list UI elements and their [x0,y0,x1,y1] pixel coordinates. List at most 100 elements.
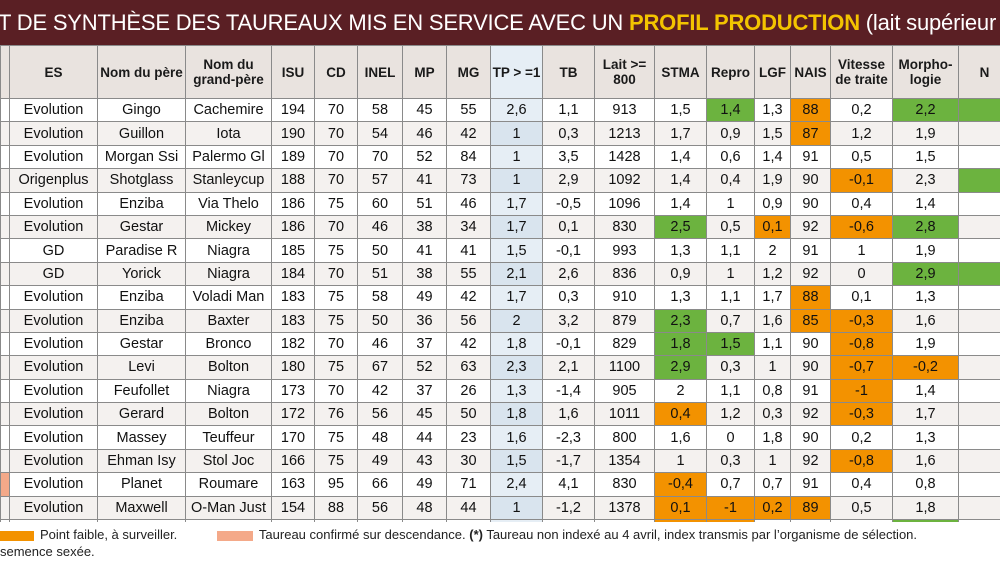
cell-morphologie: 0,8 [892,472,959,497]
cell-pere: Paradise R [97,238,186,263]
cell-inel: 56 [357,402,403,427]
cell-pere: Planet [97,472,186,497]
table-row: Evolution Levi Bolton 180 75 67 52 63 2,3 2,1 1100… [0,355,1000,380]
cell-mp: 36 [402,308,447,333]
cell-cd: 70 [314,121,358,146]
cell-pere: Enziba [97,285,186,310]
cell-nais: 92 [790,402,831,427]
cell-lgf: 2 [754,238,791,263]
cell-inel: 66 [357,472,403,497]
cell-repro: 1,4 [706,97,755,123]
cell-tp: 2,1 [490,261,543,287]
cell-pere: Massey [97,425,186,450]
table-row: Evolution Gerard Bolton 172 76 56 45 50 1,8 1,6 10… [0,402,1000,427]
cell-mp: 37 [402,331,447,357]
cell-vitesse-traite: -0,8 [830,331,893,357]
cell-isu: 173 [271,378,315,404]
cell-tp: 1 [490,168,543,193]
bulls-table: ES Nom du père Nom du grand-père ISU CD I… [0,45,1000,544]
table-row: Evolution Morgan Ssi Palermo Gl 189 70 70 52 84… [0,144,1000,170]
cell-nais: 90 [790,425,831,450]
legend-note-text: Taureau non indexé au 4 avril, index tra… [482,527,918,542]
cell-lait: 1096 [594,191,655,216]
cell-tb: 3,2 [542,308,595,333]
cell-vitesse-traite: -0,6 [830,214,893,240]
cell-lait: 1378 [594,495,655,521]
cell-lait: 800 [594,425,655,450]
cell-inel: 46 [357,214,403,240]
cell-last [958,472,1000,497]
cell-isu: 194 [271,97,315,123]
cell-isu: 166 [271,448,315,474]
cell-tb: -0,1 [542,331,595,357]
table-row: Evolution Planet Roumare 163 95 66 49 71 2,4 4,1 8… [0,472,1000,497]
cell-grand-pere: Niagra [185,261,272,287]
cell-inel: 67 [357,355,403,380]
cell-cd: 76 [314,402,358,427]
cell-es: Evolution [9,448,98,474]
cell-tb: 0,3 [542,121,595,146]
cell-mg: 42 [446,331,491,357]
cell-mp: 37 [402,378,447,404]
cell-stma: 1,6 [654,425,707,450]
cell-mg: 42 [446,285,491,310]
cell-last [958,495,1000,521]
cell-mg: 55 [446,261,491,287]
cell-lait: 830 [594,472,655,497]
cell-tp: 1,7 [490,191,543,216]
cell-tb: 2,6 [542,261,595,287]
cell-mp: 45 [402,97,447,123]
cell-repro: 1 [706,261,755,287]
cell-lgf: 1,3 [754,97,791,123]
cell-es: Evolution [9,285,98,310]
cell-pere: Ehman Isy [97,448,186,474]
cell-mg: 55 [446,97,491,123]
cell-grand-pere: Iota [185,121,272,146]
cell-repro: 0,7 [706,308,755,333]
cell-stma: 2,3 [654,308,707,333]
cell-repro: 1,1 [706,378,755,404]
title-part2: (lait supérieur à 800 et TP supér [865,10,1000,35]
cell-vitesse-traite: 0 [830,261,893,287]
cell-stma: 1,4 [654,144,707,170]
cell-tp: 1 [490,121,543,146]
cell-tb: -1,4 [542,378,595,404]
cell-lgf: 1,9 [754,168,791,193]
cell-es: Evolution [9,495,98,521]
cell-morphologie: 1,9 [892,331,959,357]
cell-mg: 50 [446,402,491,427]
cell-pere: Morgan Ssi [97,144,186,170]
cell-morphologie: 1,9 [892,121,959,146]
cell-stma: 2,9 [654,355,707,380]
cell-isu: 170 [271,425,315,450]
cell-lait: 829 [594,331,655,357]
cell-mg: 23 [446,425,491,450]
cell-es: Evolution [9,97,98,123]
cell-tb: 0,3 [542,285,595,310]
cell-es: Evolution [9,121,98,146]
cell-pere: Gestar [97,214,186,240]
row-marker [0,214,10,240]
cell-stma: 0,1 [654,495,707,521]
table-row: Evolution Gestar Mickey 186 70 46 38 34 1,7 0,1 83… [0,214,1000,240]
cell-last [958,214,1000,240]
cell-es: Evolution [9,425,98,450]
cell-grand-pere: Via Thelo [185,191,272,216]
cell-isu: 190 [271,121,315,146]
cell-es: Evolution [9,214,98,240]
cell-last [958,285,1000,310]
cell-es: Evolution [9,402,98,427]
col-last: N [958,45,1000,99]
cell-vitesse-traite: -1 [830,378,893,404]
cell-mp: 43 [402,448,447,474]
table-row: Evolution Gingo Cachemire 194 70 58 45 55 2,6 1,1… [0,97,1000,123]
cell-lait: 836 [594,261,655,287]
col-stub [0,45,10,99]
col-inel: INEL [357,45,403,99]
cell-last [958,144,1000,170]
cell-nais: 91 [790,144,831,170]
cell-cd: 70 [314,378,358,404]
cell-cd: 75 [314,285,358,310]
cell-isu: 182 [271,331,315,357]
cell-inel: 46 [357,331,403,357]
